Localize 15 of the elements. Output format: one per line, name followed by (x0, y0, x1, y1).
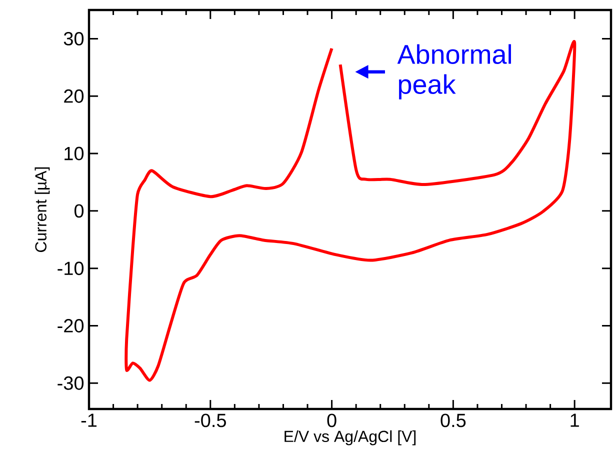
x-tick-label: 1 (570, 414, 579, 427)
y-tick-label: -30 (58, 376, 84, 390)
y-tick-label: -10 (58, 262, 84, 276)
annotation: Abnormal peak (397, 44, 511, 100)
y-axis-title: Current [µA] (34, 167, 50, 252)
x-tick-label: -0.5 (194, 414, 226, 428)
y-tick-label: 0 (74, 204, 84, 218)
y-tick-label: 10 (64, 146, 84, 160)
y-tick-label: 20 (64, 89, 84, 103)
y-tick-label: 30 (64, 32, 84, 46)
x-tick-label: 0.5 (440, 414, 466, 428)
x-tick-label: -1 (81, 414, 97, 427)
y-tick-label: -20 (58, 319, 84, 332)
x-tick-label: 0 (327, 414, 336, 428)
x-axis-title: E/V vs Ag/AgCl [V] (284, 430, 416, 446)
